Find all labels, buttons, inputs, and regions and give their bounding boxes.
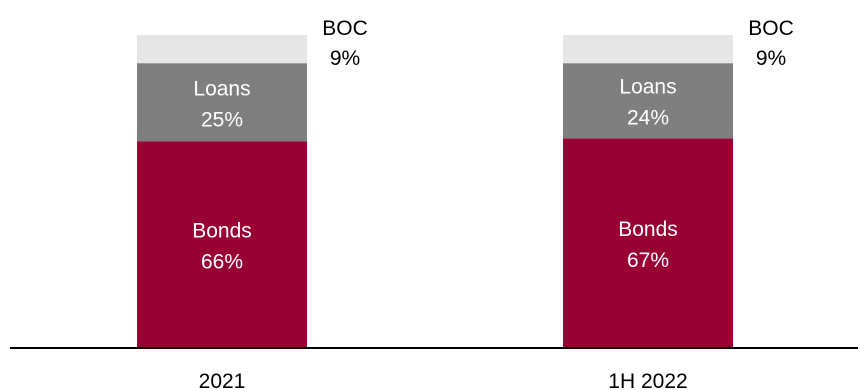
bar-segment-bonds-2 <box>563 138 733 348</box>
category-labels-layer: 2021 1H 2022 <box>199 370 688 390</box>
segment-labels-layer: Bonds 66% Loans 25% BOC 9% Bonds 67% Loans 24% BOC… <box>192 17 794 274</box>
bars-layer <box>137 35 733 348</box>
segment-value-label-boc-1: 9% <box>330 47 360 70</box>
segment-value-label-boc-2: 9% <box>756 47 786 70</box>
segment-name-label-loans-2: Loans <box>619 76 676 99</box>
bar-segment-bonds-1 <box>137 141 307 348</box>
segment-name-label-bonds-1: Bonds <box>192 220 252 243</box>
segment-name-label-bonds-2: Bonds <box>618 218 678 241</box>
category-label-2: 1H 2022 <box>608 370 687 390</box>
segment-value-label-loans-1: 25% <box>201 108 243 131</box>
segment-value-label-bonds-1: 66% <box>201 251 243 274</box>
bar-segment-boc-2 <box>563 35 733 64</box>
segment-name-label-boc-1: BOC <box>322 17 368 40</box>
bar-segment-loans-2 <box>563 63 733 139</box>
bar-segment-loans-1 <box>137 63 307 142</box>
category-label-1: 2021 <box>199 370 246 390</box>
segment-value-label-loans-2: 24% <box>627 107 669 130</box>
segment-name-label-loans-1: Loans <box>193 77 250 100</box>
segment-name-label-boc-2: BOC <box>748 17 794 40</box>
segment-value-label-bonds-2: 67% <box>627 249 669 272</box>
bar-segment-boc-1 <box>137 35 307 64</box>
